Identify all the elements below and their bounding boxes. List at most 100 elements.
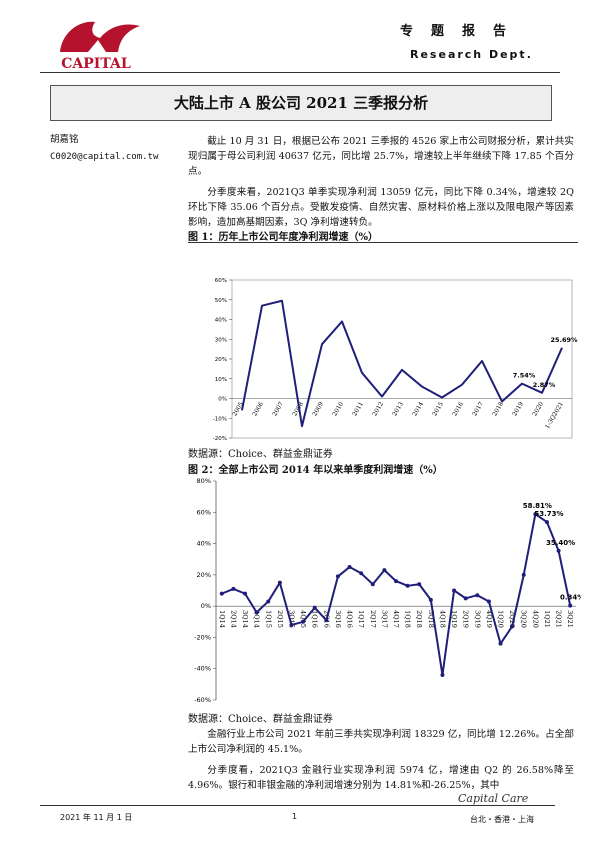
x-tick-label: 2Q17 bbox=[369, 610, 377, 628]
data-point bbox=[382, 568, 387, 573]
y-tick-label: 30% bbox=[215, 337, 227, 343]
x-tick-label: 1Q20 bbox=[497, 610, 505, 628]
x-tick-label: 3Q16 bbox=[334, 610, 342, 628]
email: C0020@capital.com.tw bbox=[50, 152, 159, 162]
body-bottom: 金融行业上市公司 2021 年前三季共实现净利润 18329 亿，同比增 12.… bbox=[188, 727, 574, 793]
logo-text: CAPITAL bbox=[61, 56, 131, 72]
data-point bbox=[394, 579, 398, 584]
value-label: 35.40% bbox=[546, 539, 575, 547]
data-point bbox=[301, 619, 306, 624]
data-line bbox=[221, 513, 572, 676]
data-point bbox=[568, 603, 573, 608]
y-tick-label: 60% bbox=[215, 278, 227, 284]
data-point bbox=[289, 622, 294, 627]
x-tick-label: 2Q19 bbox=[462, 610, 470, 628]
x-tick-label: 2Q14 bbox=[229, 610, 237, 628]
x-tick-label: 2010 bbox=[331, 401, 345, 418]
data-point bbox=[533, 512, 538, 517]
data-line bbox=[241, 299, 563, 428]
x-tick-label: 3Q20 bbox=[520, 610, 528, 628]
data-point bbox=[231, 586, 236, 591]
x-tick-label: 4Q15 bbox=[299, 610, 307, 628]
data-point bbox=[486, 599, 491, 604]
x-tick-label: 2020 bbox=[531, 401, 545, 418]
report-type: 专题报告 bbox=[400, 24, 525, 39]
x-tick-label: 1Q14 bbox=[218, 610, 226, 628]
x-tick-label: 4Q16 bbox=[346, 610, 354, 628]
y-tick-label: 10% bbox=[215, 377, 227, 383]
value-label: 0.34% bbox=[560, 594, 581, 602]
x-tick-label: 3Q17 bbox=[380, 610, 388, 628]
paragraph: 截止 10 月 31 日，根据已公布 2021 三季报的 4526 家上市公司财… bbox=[188, 136, 574, 177]
y-tick-label: 20% bbox=[197, 571, 211, 579]
data-point bbox=[347, 565, 352, 570]
footer-locations: 台北・香港・上海 bbox=[470, 815, 534, 824]
y-tick-label: 40% bbox=[197, 540, 211, 548]
x-tick-label: 2017 bbox=[471, 401, 485, 418]
rule bbox=[188, 242, 578, 243]
x-tick-label: 3Q19 bbox=[473, 610, 481, 628]
x-tick-label: 3Q18 bbox=[427, 610, 435, 628]
data-point bbox=[428, 597, 433, 602]
x-tick-label: 3Q15 bbox=[287, 610, 295, 628]
data-point bbox=[475, 593, 480, 598]
body-top: 截止 10 月 31 日，根据已公布 2021 三季报的 4526 家上市公司财… bbox=[188, 134, 574, 230]
logo-cut bbox=[88, 40, 106, 52]
x-tick-label: 4Q20 bbox=[531, 610, 539, 628]
x-tick-label: 2Q18 bbox=[415, 610, 423, 628]
y-tick-label: 60% bbox=[197, 508, 211, 516]
paragraph: 分季度来看，2021Q3 单季实现净利润 13059 亿元，同比下降 0.34%… bbox=[188, 187, 574, 228]
y-tick-label: -20% bbox=[194, 633, 211, 641]
x-tick-label: 2018 bbox=[491, 401, 505, 418]
dept: Research Dept. bbox=[410, 48, 533, 61]
x-tick-label: 4Q19 bbox=[485, 610, 493, 628]
y-tick-label: 0% bbox=[201, 602, 211, 610]
data-point bbox=[417, 582, 422, 587]
x-tick-label: 2016 bbox=[451, 401, 465, 418]
page-number: 1 bbox=[292, 812, 298, 821]
data-point bbox=[359, 571, 364, 576]
y-tick-label: 20% bbox=[215, 357, 227, 363]
value-label: 58.81% bbox=[523, 502, 552, 510]
x-tick-label: 1Q21 bbox=[543, 610, 551, 628]
chart: -20%-10%0%10%20%30%40%50%60%2005 2006 2007… bbox=[213, 278, 578, 442]
x-tick-label: 1Q18 bbox=[404, 610, 412, 628]
logo-bird bbox=[60, 21, 140, 52]
data-point bbox=[452, 588, 457, 593]
data-point bbox=[254, 610, 259, 615]
data-point bbox=[370, 582, 375, 587]
x-tick-label: 2015 bbox=[431, 401, 445, 418]
y-tick-label: 40% bbox=[215, 318, 227, 324]
y-tick-label: -20% bbox=[213, 436, 227, 442]
x-tick-label: 2013 bbox=[391, 401, 405, 418]
data-point bbox=[312, 605, 317, 610]
rule bbox=[40, 72, 560, 73]
x-tick-label: 2012 bbox=[371, 401, 385, 418]
data-point bbox=[277, 580, 282, 585]
paragraph: 分季度看，2021Q3 金融行业实现净利润 5974 亿，增速由 Q2 的 26… bbox=[188, 765, 574, 791]
x-tick-label: 4Q17 bbox=[392, 610, 400, 628]
x-tick-label: 2019 bbox=[511, 401, 525, 418]
footer-date: 2021 年 11 月 1 日 bbox=[60, 813, 133, 822]
data-point bbox=[440, 672, 445, 677]
data-point bbox=[405, 583, 410, 588]
figure-title: 图 1：历年上市公司年度净利润增速（%） bbox=[188, 232, 378, 243]
x-tick-label: 1Q16 bbox=[311, 610, 319, 628]
y-tick-label: 80% bbox=[197, 477, 211, 485]
y-tick-label: -60% bbox=[194, 696, 211, 704]
x-tick-label: 2011 bbox=[351, 401, 365, 418]
x-tick-label: 1Q17 bbox=[357, 610, 365, 628]
data-point bbox=[498, 641, 503, 646]
x-tick-label: 2009 bbox=[311, 401, 325, 418]
x-tick-label: 2007 bbox=[271, 401, 285, 418]
data-point bbox=[510, 624, 515, 629]
x-tick-label: 4Q14 bbox=[253, 610, 261, 628]
y-tick-label: 50% bbox=[215, 298, 227, 304]
data-point bbox=[219, 591, 224, 596]
x-tick-label: 2014 bbox=[411, 401, 425, 418]
x-tick-label: 3Q21 bbox=[566, 610, 574, 628]
data-point bbox=[556, 548, 561, 553]
figure-source: 数据源：Choice、群益金鼎证券 bbox=[188, 714, 333, 725]
data-point bbox=[324, 618, 329, 623]
